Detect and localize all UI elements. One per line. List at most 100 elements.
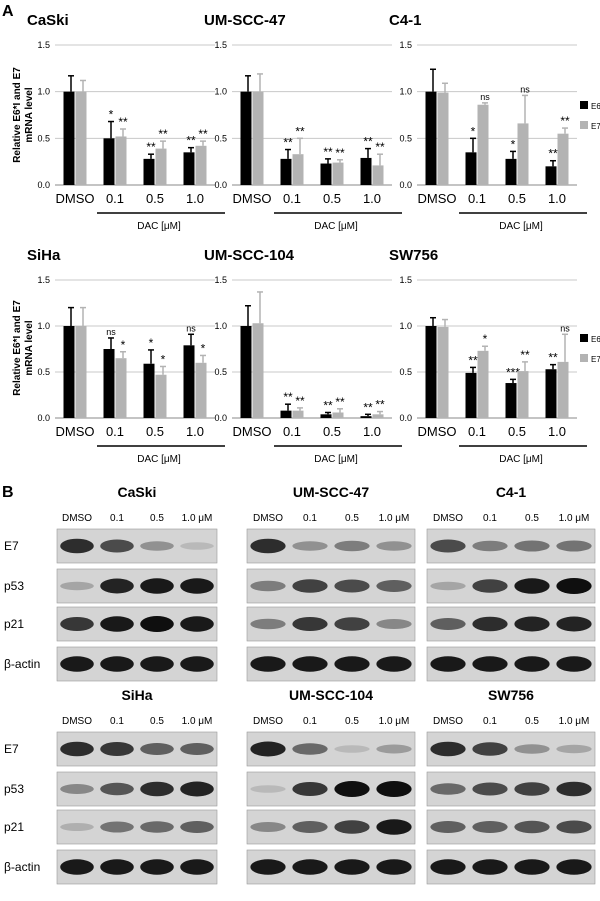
blot-band <box>60 617 94 631</box>
significance-label: ** <box>323 398 333 412</box>
y-axis-label: Relative E6*I and E7 <box>12 67 23 163</box>
bar-e7 <box>155 148 167 185</box>
dac-label: DAC [μM] <box>137 221 181 232</box>
bar-e6 <box>505 383 517 418</box>
bar-e6 <box>465 152 477 185</box>
blot-band <box>334 617 370 631</box>
blot-band <box>376 656 412 672</box>
significance-label: ** <box>283 390 293 404</box>
blot-sw756: SW756 DMSO 0.1 0.5 1.0 μM <box>426 687 596 885</box>
lane-label: DMSO <box>433 513 463 524</box>
blot-band <box>140 578 174 594</box>
blot-band <box>430 618 466 630</box>
x-tick-label: 0.5 <box>146 191 164 206</box>
significance-label: ** <box>186 134 196 148</box>
blot-band <box>250 538 286 554</box>
dac-label: DAC [μM] <box>499 221 543 232</box>
blot-um-scc-47: UM-SCC-47 DMSO 0.1 0.5 1.0 μM <box>246 484 416 682</box>
blot-band <box>60 784 94 794</box>
x-tick-label: 0.5 <box>146 424 164 439</box>
bar-e6 <box>360 416 372 418</box>
x-tick-label: 1.0 <box>186 424 204 439</box>
blot-band <box>100 859 134 875</box>
bar-e6 <box>63 91 75 185</box>
significance-label: ** <box>283 136 293 150</box>
blot-band <box>250 822 286 832</box>
y-tick-label: 1.5 <box>214 275 227 285</box>
blot-band <box>430 821 466 833</box>
blot-row-label: β-actin <box>4 860 40 874</box>
blot-band <box>472 616 508 632</box>
significance-label: ** <box>363 135 373 149</box>
western-blots: CaSki DMSO 0.1 0.5 1.0 μM E7 p53 p21 β-actin UM-S… <box>4 484 596 885</box>
blot-band <box>556 656 592 672</box>
blot-band <box>514 616 550 632</box>
y-tick-label: 0.0 <box>399 413 412 423</box>
significance-label: ** <box>375 140 385 154</box>
blot-band <box>556 744 592 754</box>
lane-label: DMSO <box>253 513 283 524</box>
chart-title: UM-SCC-47 <box>204 12 286 29</box>
x-tick-label: DMSO <box>56 191 95 206</box>
legend-swatch-e7 <box>580 121 588 129</box>
y-tick-label: 1.0 <box>214 321 227 331</box>
blot-title: CaSki <box>118 484 157 500</box>
significance-label: ns <box>106 327 116 337</box>
y-tick-label: 0.0 <box>37 180 50 190</box>
blot-band <box>430 581 466 591</box>
bar-e7 <box>195 145 207 185</box>
bar-e6 <box>280 410 292 418</box>
legend: E6*I E7 <box>580 101 600 131</box>
blot-row-label: p21 <box>4 617 24 631</box>
significance-label: * <box>109 108 114 122</box>
blot-band <box>472 782 508 796</box>
legend-label-e7: E7 <box>591 355 600 364</box>
blot-band <box>514 820 550 834</box>
y-tick-label: 0.5 <box>214 367 227 377</box>
bar-e6 <box>465 372 477 418</box>
blot-band <box>430 539 466 553</box>
y-tick-label: 1.5 <box>37 40 50 50</box>
blot-band <box>60 859 94 875</box>
lane-label: DMSO <box>62 716 92 727</box>
significance-label: * <box>201 341 206 355</box>
bar-e7 <box>292 410 304 418</box>
blot-band <box>472 742 508 756</box>
bar-e6 <box>143 363 155 418</box>
dac-label: DAC [μM] <box>314 221 358 232</box>
blot-band <box>180 821 214 833</box>
blot-title: SiHa <box>121 687 152 703</box>
y-axis-label: mRNA level <box>24 320 35 375</box>
bar-e6 <box>425 91 437 185</box>
chart-title: SiHa <box>27 247 61 264</box>
chart-title: UM-SCC-104 <box>204 247 295 264</box>
blot-band <box>514 744 550 754</box>
blot-band <box>334 820 370 834</box>
blot-band <box>472 579 508 593</box>
blot-band <box>430 656 466 672</box>
blot-title: UM-SCC-47 <box>293 484 369 500</box>
blot-band <box>250 618 286 630</box>
significance-label: * <box>511 137 516 151</box>
blot-band <box>472 821 508 833</box>
blot-band <box>556 540 592 552</box>
lane-label: 0.1 <box>110 513 124 524</box>
bar-e6 <box>545 166 557 185</box>
blot-band <box>100 539 134 553</box>
lane-label: 0.5 <box>345 513 359 524</box>
blot-band <box>100 616 134 632</box>
panel-a-label: A <box>2 3 14 20</box>
significance-label: ns <box>480 92 490 102</box>
blot-band <box>292 579 328 593</box>
x-tick-label: 0.1 <box>468 424 486 439</box>
significance-label: ns <box>186 323 196 333</box>
y-tick-label: 1.0 <box>399 321 412 331</box>
blot-band <box>60 581 94 591</box>
x-tick-label: 0.5 <box>508 424 526 439</box>
lane-label: 1.0 μM <box>379 716 410 727</box>
blot-band <box>250 656 286 672</box>
blot-title: C4-1 <box>496 484 527 500</box>
blot-band <box>180 859 214 875</box>
